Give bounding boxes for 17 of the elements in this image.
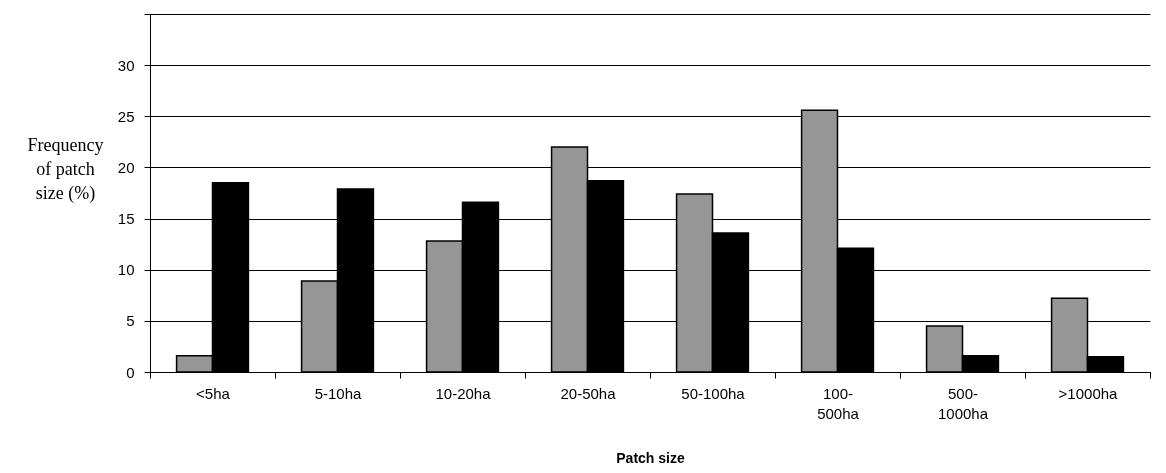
x-tick-label: 10-20ha — [435, 384, 492, 402]
x-axis-title: Patch size — [616, 449, 685, 466]
y-tick-label: 25 — [117, 107, 135, 125]
y-tick-label: 20 — [117, 158, 135, 176]
x-tick-label: 20-50ha — [560, 384, 617, 402]
x-tick-label: >1000ha — [1058, 384, 1119, 402]
y-tick-label: 10 — [117, 261, 135, 279]
x-tick-label: 50-100ha — [681, 384, 746, 402]
y-tick-label: 0 — [126, 363, 135, 381]
x-tick-label: 5-10ha — [314, 384, 362, 402]
y-tick-label: 5 — [126, 312, 135, 330]
x-tick-label: 500-1000ha — [937, 384, 989, 422]
y-tick-label: 30 — [117, 56, 135, 74]
y-tick-label: 15 — [117, 210, 135, 228]
y-axis-title: Frequency of patch size (%) — [27, 134, 104, 204]
x-tick-label: 100-500ha — [817, 384, 860, 422]
x-tick-label: <5ha — [196, 384, 231, 402]
